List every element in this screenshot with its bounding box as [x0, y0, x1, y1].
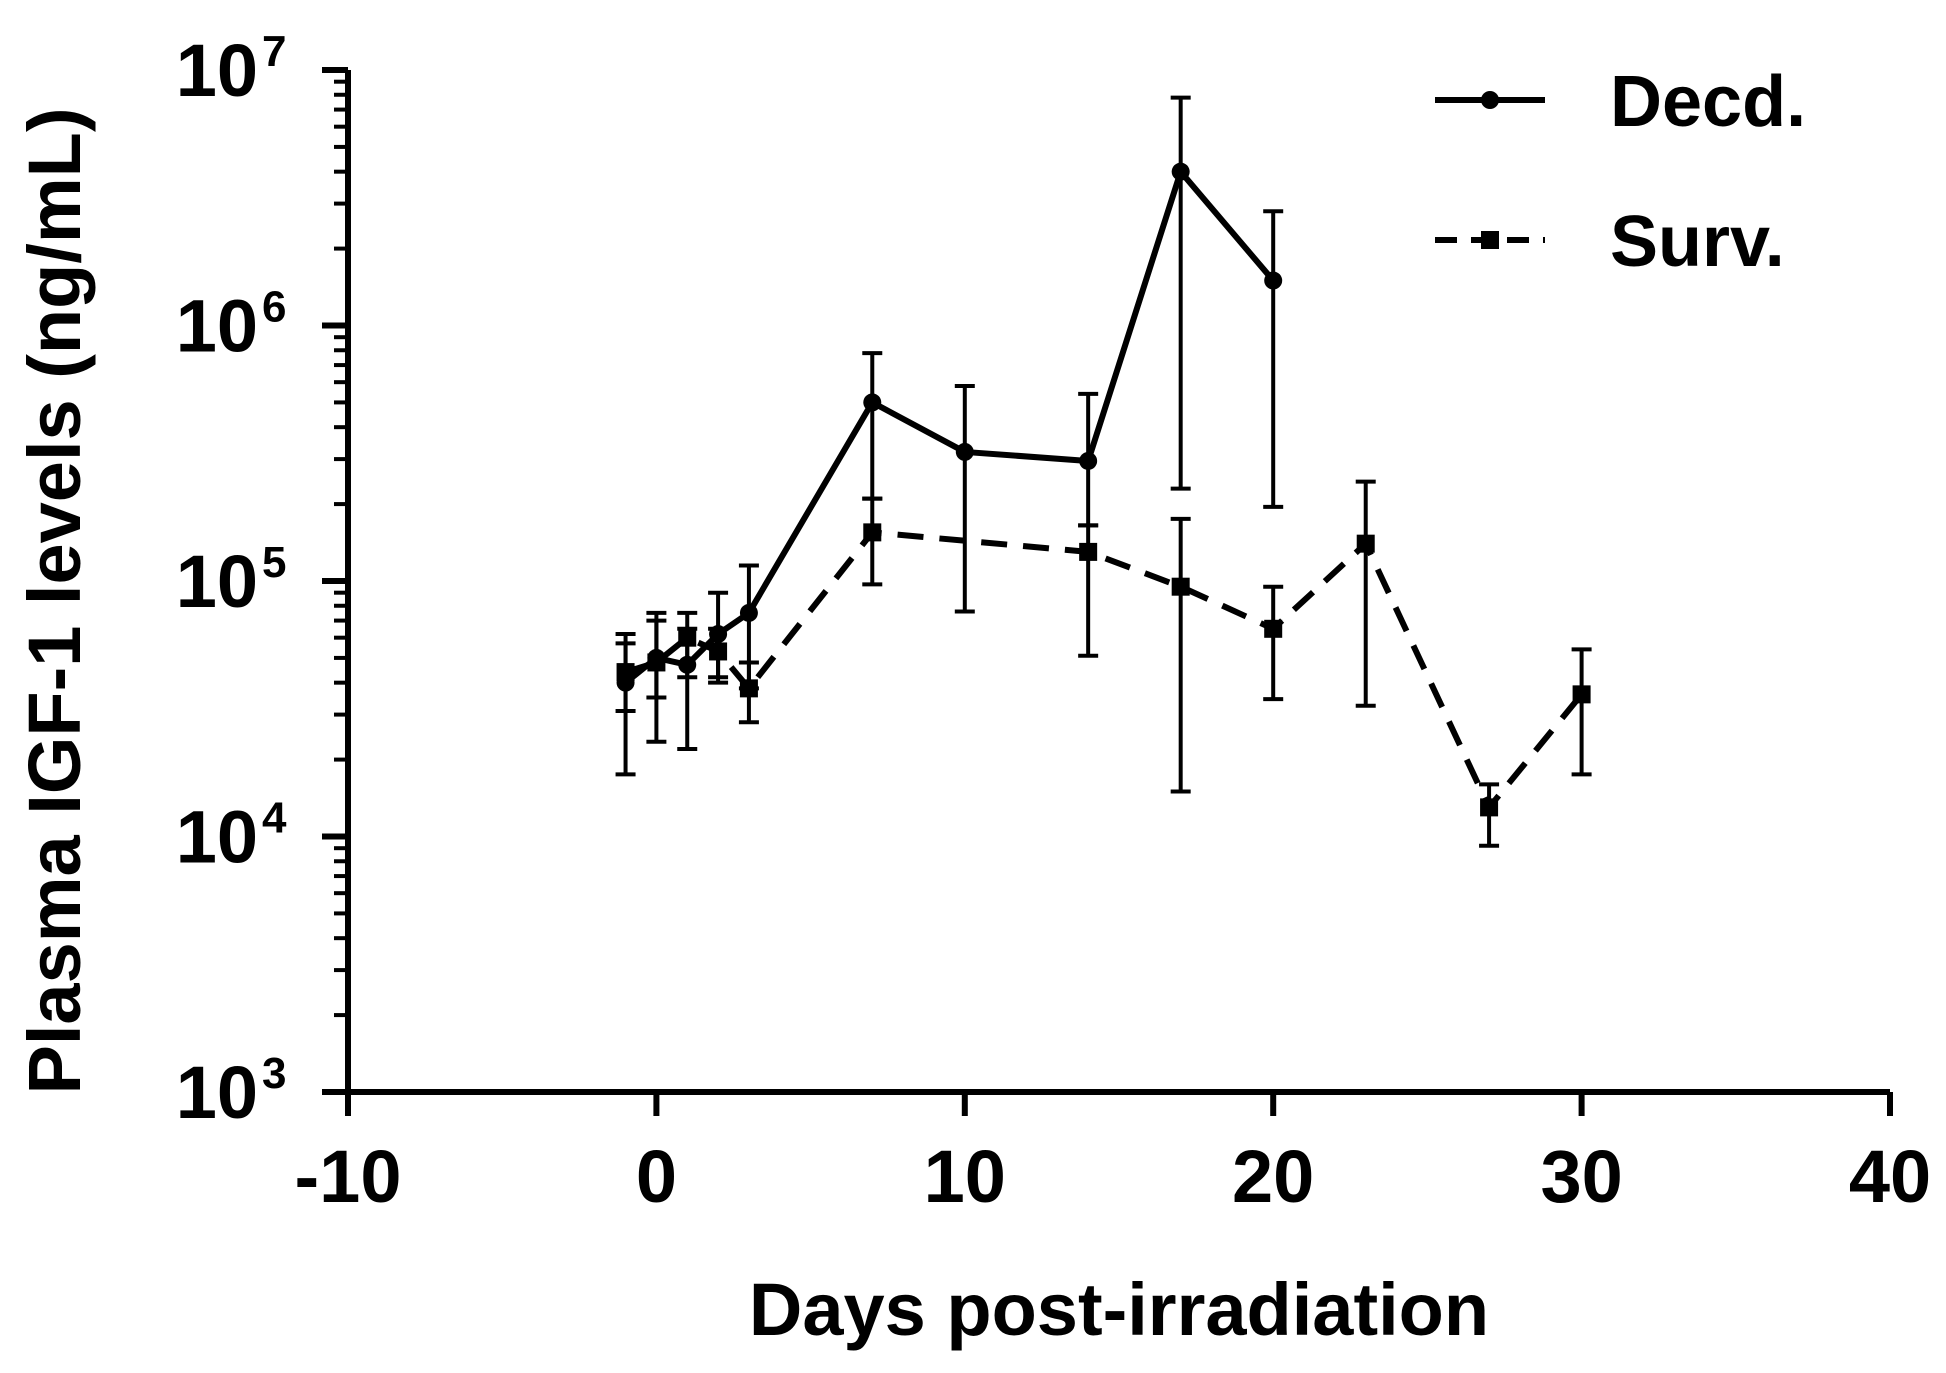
legend-marker [1481, 231, 1499, 249]
y-tick-label: 10 [176, 796, 258, 879]
y-tick-exponent: 3 [262, 1049, 286, 1098]
legend-label: Surv. [1610, 202, 1785, 282]
series-decd [615, 95, 1284, 777]
data-point [709, 642, 728, 661]
x-tick-label: 0 [636, 1135, 677, 1218]
legend: Decd. Surv. [1435, 62, 1806, 282]
data-point [863, 393, 882, 412]
legend-marker [1481, 91, 1499, 109]
data-point [1356, 534, 1375, 553]
data-point [1264, 619, 1283, 638]
y-tick-label: 10 [176, 1051, 258, 1134]
data-point [1572, 685, 1591, 704]
data-point [1171, 577, 1190, 596]
x-tick-label: 10 [924, 1135, 1006, 1218]
x-tick-label: 20 [1232, 1135, 1314, 1218]
x-axis-title: Days post-irradiation [749, 1268, 1489, 1351]
y-tick-exponent: 7 [262, 27, 286, 76]
data-point [678, 628, 697, 647]
data-point [1079, 542, 1098, 561]
data-point [1264, 271, 1283, 290]
data-point [1079, 451, 1098, 470]
y-axis-title: Plasma IGF-1 levels (ng/mL) [13, 108, 96, 1095]
data-point [1171, 162, 1190, 181]
y-tick-exponent: 4 [262, 794, 287, 843]
data-point [739, 679, 758, 698]
data-point [739, 603, 758, 622]
x-tick-label: -10 [295, 1135, 402, 1218]
x-tick-label: 40 [1849, 1135, 1931, 1218]
data-point [1480, 798, 1499, 817]
y-tick-exponent: 6 [262, 283, 286, 332]
data-point [863, 523, 882, 542]
data-point [647, 653, 666, 672]
series-line [623, 168, 1276, 686]
series-layer [615, 95, 1592, 848]
legend-label: Decd. [1610, 62, 1806, 142]
y-tick-label: 10 [176, 540, 258, 623]
x-tick-label: 30 [1540, 1135, 1622, 1218]
data-point [955, 442, 974, 461]
data-point [616, 663, 635, 682]
y-tick-label: 10 [176, 29, 258, 112]
series-surv [615, 479, 1592, 848]
y-tick-label: 10 [176, 285, 258, 368]
axis-labels: Days post-irradiation Plasma IGF-1 level… [13, 108, 1489, 1351]
y-tick-exponent: 5 [262, 538, 286, 587]
